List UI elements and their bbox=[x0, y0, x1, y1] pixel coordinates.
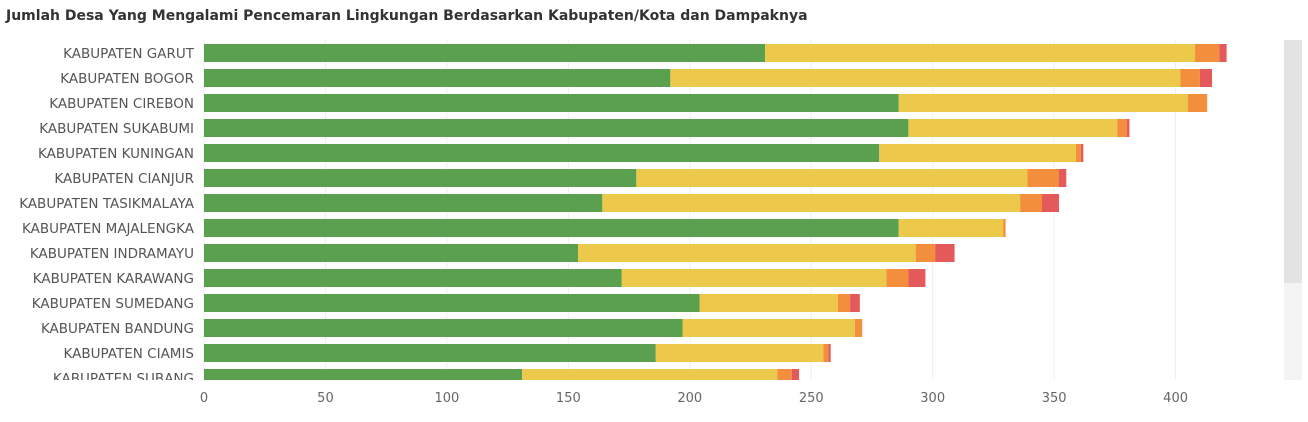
category-label: KABUPATEN CIREBON bbox=[49, 96, 194, 112]
x-axis-ticks: 0 50 100 150 200 250 300 350 400 bbox=[200, 391, 1188, 406]
category-label: KABUPATEN BANDUNG bbox=[41, 321, 194, 337]
bar-segment-series-2[interactable] bbox=[655, 344, 824, 362]
bar-segment-series-3[interactable] bbox=[823, 344, 829, 362]
bar-segment-series-2[interactable] bbox=[908, 119, 1118, 137]
bar-segment-series-4[interactable] bbox=[1059, 169, 1067, 187]
category-label: KABUPATEN CIANJUR bbox=[54, 171, 194, 187]
bars bbox=[204, 44, 1227, 387]
bar-segment-series-1[interactable] bbox=[204, 294, 700, 312]
bar-segment-series-1[interactable] bbox=[204, 94, 899, 112]
bar-segment-series-4[interactable] bbox=[1127, 119, 1130, 137]
bar-segment-series-1[interactable] bbox=[204, 69, 671, 87]
bar-segment-series-1[interactable] bbox=[204, 119, 909, 137]
bar-segment-series-3[interactable] bbox=[777, 369, 792, 387]
category-label: KABUPATEN SUKABUMI bbox=[39, 121, 194, 137]
bar-segment-series-3[interactable] bbox=[1003, 219, 1006, 237]
bar-segment-series-2[interactable] bbox=[879, 144, 1077, 162]
chart-title: Jumlah Desa Yang Mengalami Pencemaran Li… bbox=[6, 8, 808, 24]
bar-segment-series-2[interactable] bbox=[765, 44, 1196, 62]
category-label: KABUPATEN CIAMIS bbox=[64, 346, 194, 362]
category-label: KABUPATEN INDRAMAYU bbox=[30, 246, 194, 262]
bar-segment-series-4[interactable] bbox=[1219, 44, 1227, 62]
bar-segment-series-3[interactable] bbox=[837, 294, 851, 312]
x-tick-label: 300 bbox=[920, 391, 945, 406]
bar-segment-series-1[interactable] bbox=[204, 44, 766, 62]
bar-segment-series-1[interactable] bbox=[204, 244, 579, 262]
bar-segment-series-2[interactable] bbox=[621, 269, 887, 287]
category-label: KABUPATEN SUMEDANG bbox=[32, 296, 194, 312]
bar-segment-series-1[interactable] bbox=[204, 369, 523, 387]
x-tick-label: 100 bbox=[434, 391, 459, 406]
bar-segment-series-1[interactable] bbox=[204, 269, 622, 287]
bar-segment-series-1[interactable] bbox=[204, 144, 880, 162]
category-label: KABUPATEN TASIKMALAYA bbox=[19, 196, 195, 212]
category-label: KABUPATEN MAJALENGKA bbox=[22, 221, 195, 237]
bar-segment-series-3[interactable] bbox=[1020, 194, 1043, 212]
bar-segment-series-1[interactable] bbox=[204, 344, 656, 362]
bar-segment-series-2[interactable] bbox=[522, 369, 778, 387]
bar-segment-series-3[interactable] bbox=[854, 319, 863, 337]
bar-segment-series-2[interactable] bbox=[636, 169, 1028, 187]
bar-segment-series-2[interactable] bbox=[682, 319, 855, 337]
x-tick-label: 0 bbox=[200, 391, 208, 406]
bar-segment-series-3[interactable] bbox=[886, 269, 909, 287]
category-label: KABUPATEN GARUT bbox=[63, 46, 195, 62]
bar-segment-series-3[interactable] bbox=[1187, 94, 1208, 112]
bar-segment-series-2[interactable] bbox=[898, 219, 1004, 237]
bar-segment-series-3[interactable] bbox=[915, 244, 936, 262]
bar-segment-series-1[interactable] bbox=[204, 319, 683, 337]
bar-segment-series-3[interactable] bbox=[1195, 44, 1220, 62]
bar-segment-series-2[interactable] bbox=[578, 244, 916, 262]
x-tick-label: 400 bbox=[1163, 391, 1188, 406]
category-labels: KABUPATEN GARUT KABUPATEN BOGOR KABUPATEN … bbox=[19, 46, 195, 387]
bar-segment-series-4[interactable] bbox=[1199, 69, 1213, 87]
bar-segment-series-1[interactable] bbox=[204, 169, 637, 187]
bar-segment-series-4[interactable] bbox=[1042, 194, 1060, 212]
x-tick-label: 50 bbox=[317, 391, 334, 406]
bar-segment-series-4[interactable] bbox=[828, 344, 831, 362]
bar-segment-series-3[interactable] bbox=[1027, 169, 1060, 187]
category-label: KABUPATEN KUNINGAN bbox=[38, 146, 194, 162]
category-label: KABUPATEN BOGOR bbox=[60, 71, 194, 87]
x-tick-label: 350 bbox=[1042, 391, 1067, 406]
bar-segment-series-2[interactable] bbox=[699, 294, 838, 312]
bar-segment-series-1[interactable] bbox=[204, 194, 603, 212]
x-tick-label: 200 bbox=[677, 391, 702, 406]
scrollbar-thumb[interactable] bbox=[1284, 40, 1302, 283]
bar-segment-series-3[interactable] bbox=[1117, 119, 1128, 137]
x-tick-label: 150 bbox=[556, 391, 581, 406]
bar-segment-series-4[interactable] bbox=[791, 369, 800, 387]
bar-segment-series-3[interactable] bbox=[1076, 144, 1081, 162]
bar-segment-series-4[interactable] bbox=[908, 269, 926, 287]
bar-segment-series-3[interactable] bbox=[1180, 69, 1200, 87]
bar-segment-series-4[interactable] bbox=[850, 294, 860, 312]
bar-segment-series-2[interactable] bbox=[670, 69, 1181, 87]
category-label: KABUPATEN KARAWANG bbox=[33, 271, 194, 287]
bar-segment-series-1[interactable] bbox=[204, 219, 899, 237]
x-tick-label: 250 bbox=[799, 391, 824, 406]
bar-segment-series-2[interactable] bbox=[898, 94, 1188, 112]
bar-segment-series-2[interactable] bbox=[602, 194, 1021, 212]
bar-segment-series-4[interactable] bbox=[935, 244, 955, 262]
bar-segment-series-4[interactable] bbox=[1080, 144, 1084, 162]
category-label: KABUPATEN SUBANG bbox=[53, 371, 194, 387]
